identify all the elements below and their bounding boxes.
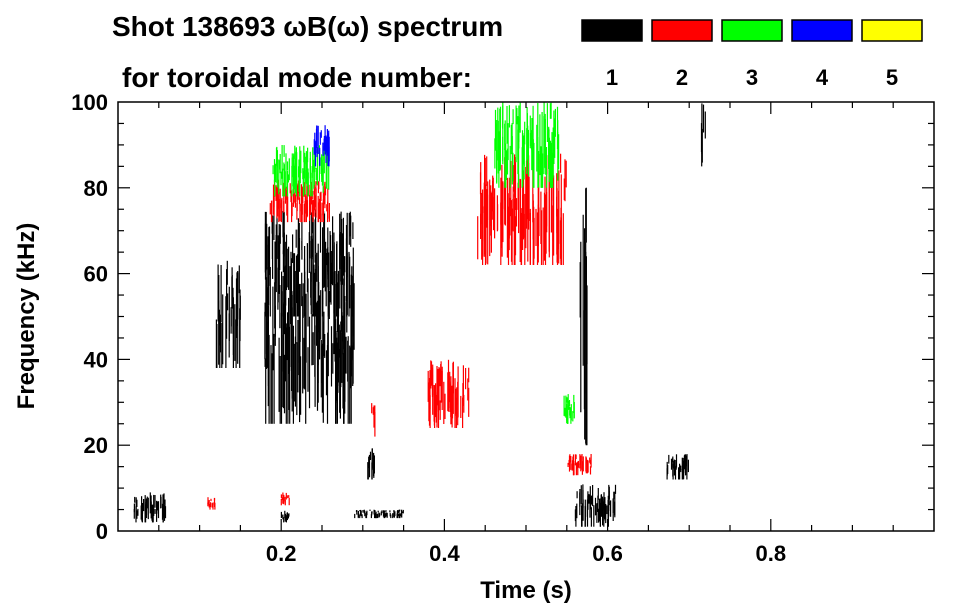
- spectrum-region-mode3-19: [494, 102, 560, 188]
- spectrum-region-mode4-21: [313, 125, 330, 167]
- legend-label-1: 1: [606, 65, 618, 90]
- legend-swatch-5: [861, 19, 923, 42]
- chart-title-line1: Shot 138693 ωB(ω) spectrum: [112, 11, 503, 42]
- legend: 1 2 3 4 5: [581, 19, 923, 90]
- y-tick-label: 100: [71, 90, 108, 115]
- spectrum-region-mode1-10: [666, 454, 690, 480]
- legend-swatch-2: [651, 19, 713, 42]
- legend-label-3: 3: [746, 65, 758, 90]
- spectrum-region-mode1-4: [215, 260, 241, 368]
- spectrum-region-mode3-18: [272, 145, 330, 197]
- legend-label-2: 2: [676, 65, 688, 90]
- x-tick-label: 0.6: [592, 541, 623, 566]
- y-tick-label: 40: [84, 347, 108, 372]
- legend-label-5: 5: [886, 65, 898, 90]
- legend-swatch-4: [791, 19, 853, 42]
- legend-swatch-1: [581, 19, 643, 42]
- spectrum-region-mode1-3: [574, 484, 617, 527]
- chart-title-line2: for toroidal mode number:: [122, 62, 472, 93]
- spectrum-region-mode2-13: [427, 359, 470, 428]
- x-axis-label: Time (s): [480, 577, 572, 604]
- y-tick-label: 80: [84, 176, 108, 201]
- plot-frame: [117, 101, 935, 532]
- spectrum-region-mode2-15: [567, 454, 592, 476]
- x-tick-label: 0.4: [429, 541, 460, 566]
- spectrum-plot-area: [133, 102, 706, 527]
- spectrum-region-mode1-5: [264, 209, 354, 317]
- axis-ticks: 0.2 0.4 0.6 0.8 0 20 40 60 80 100: [71, 90, 934, 566]
- spectrum-region-mode2-14: [477, 153, 567, 265]
- spectrum-region-mode1-6: [264, 265, 355, 424]
- spectrum-region-mode2-16: [207, 497, 216, 510]
- y-tick-label: 0: [96, 519, 108, 544]
- x-tick-label: 0.2: [266, 541, 297, 566]
- spectrum-region-mode1-9: [700, 103, 706, 167]
- y-axis-label: Frequency (kHz): [13, 223, 40, 410]
- y-tick-label: 20: [84, 433, 108, 458]
- spectrum-region-mode1-8: [579, 187, 588, 446]
- y-tick-label: 60: [84, 262, 108, 287]
- spectrum-region-mode1-1: [280, 510, 290, 523]
- legend-label-4: 4: [816, 65, 829, 90]
- legend-swatch-3: [721, 19, 783, 42]
- spectrum-region-mode1-7: [367, 448, 375, 480]
- spectrum-region-mode2-12: [371, 403, 376, 437]
- spectrum-region-mode1-2: [354, 509, 404, 519]
- x-tick-label: 0.8: [756, 541, 787, 566]
- spectrum-region-mode1-0: [133, 492, 167, 523]
- spectrum-region-mode2-17: [280, 492, 290, 506]
- spectrum-region-mode3-20: [563, 394, 575, 424]
